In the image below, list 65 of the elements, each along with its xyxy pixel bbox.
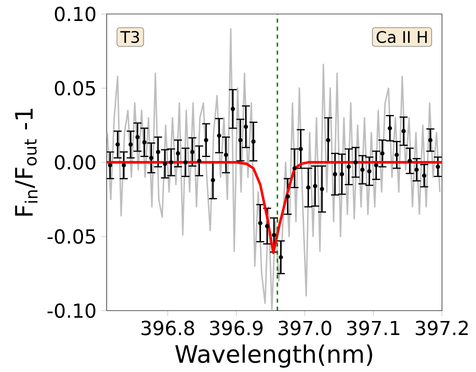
point bbox=[340, 172, 344, 176]
point bbox=[224, 152, 228, 158]
point bbox=[128, 142, 133, 147]
point bbox=[156, 150, 160, 154]
point bbox=[353, 160, 358, 164]
y-tick-label: -0.05 bbox=[48, 229, 95, 244]
point bbox=[367, 169, 372, 174]
point bbox=[116, 142, 120, 147]
point bbox=[388, 126, 392, 130]
point bbox=[176, 151, 180, 156]
point bbox=[216, 133, 222, 138]
point bbox=[298, 146, 303, 152]
annotation: Ca II H bbox=[376, 30, 427, 44]
y-tick-label: 0.05 bbox=[54, 80, 95, 96]
point bbox=[108, 163, 112, 168]
point bbox=[332, 172, 338, 176]
point bbox=[272, 232, 276, 238]
point bbox=[251, 139, 256, 144]
annotation: T3 bbox=[120, 30, 139, 44]
point bbox=[258, 221, 262, 226]
point bbox=[183, 160, 188, 164]
point bbox=[374, 163, 378, 168]
y-tick-label: -0.10 bbox=[48, 303, 96, 318]
point bbox=[408, 158, 412, 163]
point bbox=[149, 156, 154, 160]
point bbox=[306, 185, 310, 190]
x-tick-label: 397.0 bbox=[278, 320, 332, 336]
point bbox=[264, 224, 270, 228]
point bbox=[436, 164, 440, 169]
x-tick-label: 396.8 bbox=[141, 320, 194, 336]
point bbox=[292, 166, 297, 170]
point bbox=[162, 162, 168, 166]
point bbox=[320, 186, 324, 192]
point bbox=[312, 184, 318, 188]
point bbox=[135, 134, 140, 140]
point bbox=[190, 150, 195, 154]
point bbox=[380, 151, 384, 156]
point bbox=[230, 106, 235, 112]
x-axis-title: Wavelength(nm) bbox=[175, 344, 372, 368]
point bbox=[360, 168, 365, 172]
point bbox=[244, 124, 248, 129]
point bbox=[204, 138, 208, 142]
point bbox=[346, 164, 351, 169]
point bbox=[401, 129, 406, 134]
x-tick-label: 397.2 bbox=[416, 320, 468, 336]
point bbox=[210, 178, 216, 182]
point bbox=[278, 255, 283, 260]
point bbox=[422, 174, 426, 178]
point bbox=[414, 168, 419, 172]
point bbox=[428, 138, 432, 142]
x-tick-label: 396.9 bbox=[210, 320, 263, 336]
point bbox=[238, 138, 243, 142]
point bbox=[142, 140, 147, 144]
line-series bbox=[106, 161, 442, 254]
y-axis-title: F$_{in}$/F$_{out}$ -1 bbox=[15, 108, 38, 216]
point bbox=[168, 160, 174, 164]
line-series bbox=[106, 28, 441, 311]
point bbox=[286, 194, 290, 199]
y-tick-label: 0.00 bbox=[54, 155, 96, 170]
x-tick-label: 397.1 bbox=[347, 320, 400, 336]
point bbox=[197, 158, 202, 163]
point bbox=[326, 138, 330, 142]
y-tick-label: 0.10 bbox=[54, 6, 96, 22]
point bbox=[122, 163, 126, 168]
point bbox=[394, 152, 399, 158]
